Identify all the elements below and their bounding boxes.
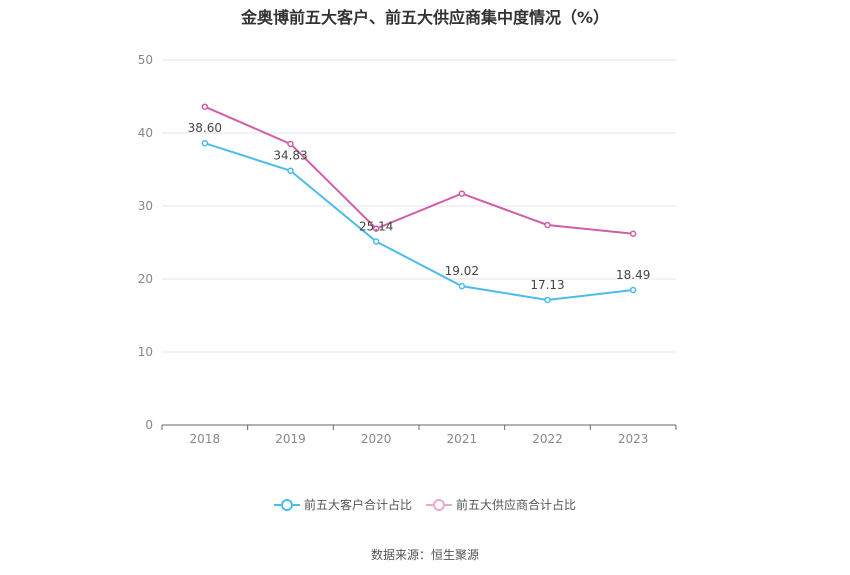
series-0-point-2023 xyxy=(629,286,637,294)
x-tick-label-2023: 2023 xyxy=(618,432,649,446)
series-0-point-2018 xyxy=(201,139,209,147)
legend-label-customers: 前五大客户合计占比 xyxy=(303,498,412,512)
series-1-point-2022 xyxy=(544,221,551,229)
x-tick-label-2022: 2022 xyxy=(532,432,563,446)
series-0-point-2020 xyxy=(372,238,380,245)
x-tick-label-2019: 2019 xyxy=(275,432,306,446)
series-line-1 xyxy=(204,105,634,235)
legend-label-suppliers: 前五大供应商合计占比 xyxy=(456,498,577,512)
legend-item-suppliers[interactable]: 前五大供应商合计占比 xyxy=(426,496,576,513)
data-label-2019: 34.83 xyxy=(273,149,307,163)
series-1-point-2018 xyxy=(201,103,209,110)
y-tick-label-3: 30 xyxy=(138,199,153,213)
series-1-point-2023 xyxy=(629,230,637,237)
legend-marker-customers xyxy=(273,498,300,511)
y-tick-label-0: 0 xyxy=(145,418,153,432)
x-tick-label-2020: 2020 xyxy=(361,432,392,446)
data-label-2018: 38.60 xyxy=(188,121,222,135)
x-tick-label-2021: 2021 xyxy=(447,432,478,446)
y-tick-label-1: 10 xyxy=(138,345,153,359)
y-tick-label-4: 40 xyxy=(138,126,153,140)
data-source-note: 数据来源：恒生聚源 xyxy=(370,548,479,562)
chart-title: 金奥博前五大客户、前五大供应商集中度情况（%） xyxy=(240,8,610,27)
data-label-2021: 19.02 xyxy=(445,264,479,278)
series-1-point-2019 xyxy=(287,140,294,148)
x-tick-label-2018: 2018 xyxy=(190,432,221,446)
chart-legend: 前五大客户合计占比 前五大供应商合计占比 xyxy=(0,496,850,513)
series-1-point-2020 xyxy=(372,225,380,232)
series-1-point-2021 xyxy=(458,190,466,197)
legend-item-customers[interactable]: 前五大客户合计占比 xyxy=(273,496,412,513)
series-0-point-2019 xyxy=(287,167,294,174)
y-tick-label-5: 50 xyxy=(138,53,153,67)
series-0-point-2021 xyxy=(458,282,466,290)
data-label-2022: 17.13 xyxy=(530,278,564,292)
series-0-point-2022 xyxy=(544,296,551,304)
legend-marker-suppliers xyxy=(426,498,452,511)
data-label-2023: 18.49 xyxy=(616,268,650,282)
series-line-0 xyxy=(204,142,634,301)
y-tick-label-2: 20 xyxy=(138,272,153,286)
data-label-2020: 25.14 xyxy=(359,219,393,233)
